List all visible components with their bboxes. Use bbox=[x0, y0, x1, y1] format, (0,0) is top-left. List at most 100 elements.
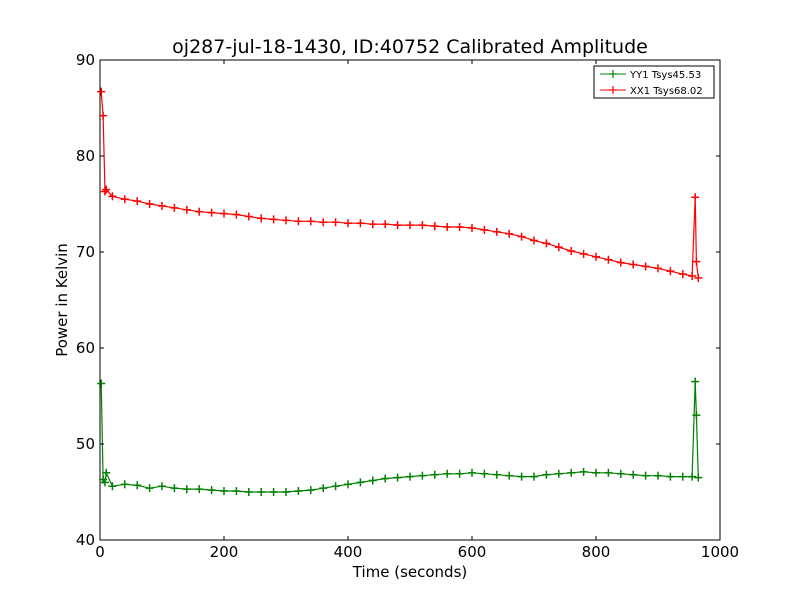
legend-box bbox=[593, 65, 715, 99]
data-point-yy1 bbox=[567, 468, 576, 477]
x-tick-label: 400 bbox=[334, 543, 363, 561]
data-point-yy1 bbox=[331, 482, 340, 491]
data-point-yy1 bbox=[542, 470, 551, 479]
data-point-xx1 bbox=[629, 260, 638, 269]
data-point-xx1 bbox=[694, 273, 703, 282]
data-point-yy1 bbox=[592, 468, 600, 477]
data-point-yy1 bbox=[381, 474, 390, 483]
y-tick-label: 90 bbox=[76, 51, 95, 69]
legend: YY1 Tsys45.53 XX1 Tsys68.02 bbox=[593, 65, 715, 99]
data-point-xx1 bbox=[455, 223, 464, 232]
data-point-yy1 bbox=[641, 471, 650, 480]
data-point-yy1 bbox=[294, 487, 303, 496]
data-point-xx1 bbox=[505, 229, 514, 238]
data-point-yy1 bbox=[97, 379, 106, 388]
data-point-xx1 bbox=[269, 215, 278, 224]
data-point-yy1 bbox=[257, 488, 266, 496]
data-point-xx1 bbox=[244, 212, 253, 221]
data-point-xx1 bbox=[430, 222, 439, 231]
data-point-xx1 bbox=[517, 232, 526, 241]
data-point-yy1 bbox=[455, 469, 464, 478]
data-point-yy1 bbox=[393, 473, 402, 482]
data-point-yy1 bbox=[666, 472, 675, 481]
plot-area bbox=[99, 59, 721, 541]
y-tick-label: 60 bbox=[76, 339, 95, 357]
data-point-xx1 bbox=[616, 258, 625, 267]
data-point-xx1 bbox=[368, 220, 377, 229]
data-point-yy1 bbox=[102, 468, 111, 477]
data-point-xx1 bbox=[102, 185, 111, 194]
data-point-xx1 bbox=[120, 195, 129, 204]
tick-layer: 0 200 400 600 800 1000 40 50 60 70 80 90 bbox=[76, 51, 739, 561]
data-point-xx1 bbox=[678, 270, 687, 279]
data-point-xx1 bbox=[145, 200, 154, 208]
data-point-xx1 bbox=[688, 272, 697, 280]
data-point-xx1 bbox=[692, 257, 701, 266]
data-point-yy1 bbox=[195, 485, 204, 494]
data-point-xx1 bbox=[542, 239, 551, 248]
data-point-xx1 bbox=[257, 214, 266, 223]
y-axis-label: Power in Kelvin bbox=[53, 243, 71, 357]
data-point-yy1 bbox=[133, 481, 142, 490]
data-point-yy1 bbox=[480, 469, 489, 478]
data-point-yy1 bbox=[244, 488, 253, 496]
data-point-yy1 bbox=[629, 470, 638, 479]
data-point-xx1 bbox=[492, 227, 501, 236]
data-point-xx1 bbox=[592, 252, 600, 261]
data-point-yy1 bbox=[269, 488, 278, 496]
legend-marker-yy1 bbox=[609, 70, 617, 78]
y-tick-label: 50 bbox=[76, 435, 95, 453]
legend-label-xx1: XX1 Tsys68.02 bbox=[630, 86, 703, 97]
data-point-yy1 bbox=[688, 472, 697, 481]
data-point-yy1 bbox=[319, 484, 328, 493]
data-point-xx1 bbox=[99, 111, 108, 120]
data-point-yy1 bbox=[517, 472, 526, 481]
data-point-yy1 bbox=[232, 487, 241, 496]
data-point-xx1 bbox=[158, 201, 166, 210]
data-point-xx1 bbox=[133, 197, 142, 206]
data-point-xx1 bbox=[170, 203, 179, 212]
data-point-yy1 bbox=[306, 486, 315, 495]
data-point-xx1 bbox=[443, 223, 452, 232]
data-point-xx1 bbox=[641, 262, 650, 271]
data-point-xx1 bbox=[480, 225, 489, 234]
data-point-xx1 bbox=[306, 217, 315, 226]
y-tick-label: 70 bbox=[76, 243, 95, 261]
data-point-xx1 bbox=[319, 218, 328, 227]
x-tick-label: 800 bbox=[582, 543, 611, 561]
legend-label-yy1: YY1 Tsys45.53 bbox=[629, 70, 701, 81]
data-point-yy1 bbox=[356, 478, 365, 487]
data-point-xx1 bbox=[356, 219, 365, 228]
legend-marker-xx1 bbox=[609, 86, 617, 94]
data-point-yy1 bbox=[530, 472, 538, 481]
data-point-yy1 bbox=[120, 480, 129, 489]
data-point-xx1 bbox=[108, 192, 117, 201]
data-point-xx1 bbox=[691, 193, 700, 202]
y-tick-label: 80 bbox=[76, 147, 95, 165]
data-point-yy1 bbox=[182, 485, 191, 494]
data-point-yy1 bbox=[108, 482, 117, 491]
chart-title: oj287-jul-18-1430, ID:40752 Calibrated A… bbox=[172, 36, 648, 58]
data-point-xx1 bbox=[220, 209, 228, 218]
data-point-xx1 bbox=[554, 243, 563, 252]
data-point-yy1 bbox=[220, 487, 228, 496]
data-point-yy1 bbox=[579, 467, 588, 476]
data-point-yy1 bbox=[554, 469, 563, 478]
data-point-xx1 bbox=[468, 224, 476, 232]
data-point-yy1 bbox=[691, 377, 700, 386]
data-point-yy1 bbox=[443, 469, 452, 478]
data-point-yy1 bbox=[145, 484, 154, 493]
x-tick-label: 200 bbox=[210, 543, 239, 561]
data-point-xx1 bbox=[604, 255, 613, 264]
data-point-yy1 bbox=[207, 486, 216, 495]
data-point-xx1 bbox=[381, 220, 390, 229]
data-point-xx1 bbox=[654, 264, 662, 273]
data-point-xx1 bbox=[393, 221, 402, 230]
data-point-yy1 bbox=[158, 482, 166, 491]
data-point-yy1 bbox=[678, 472, 687, 481]
data-point-xx1 bbox=[567, 247, 576, 256]
series-layer bbox=[97, 87, 703, 496]
y-tick-label: 40 bbox=[76, 531, 95, 549]
x-tick-label: 1000 bbox=[701, 543, 739, 561]
x-tick-label: 0 bbox=[95, 543, 105, 561]
